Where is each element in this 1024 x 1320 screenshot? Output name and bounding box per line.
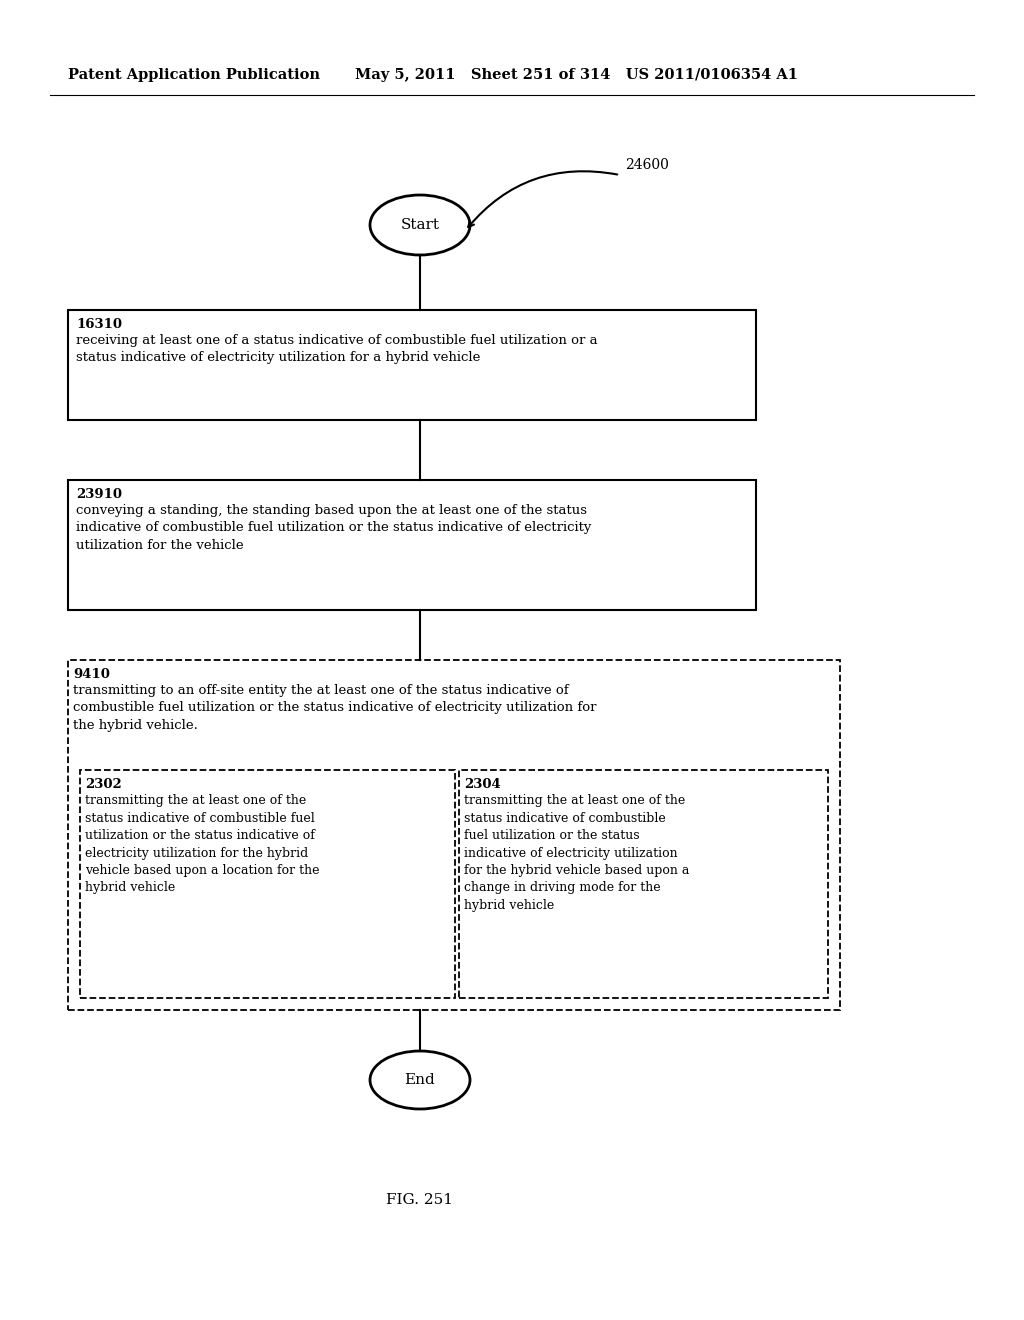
Bar xyxy=(80,770,455,998)
Text: Start: Start xyxy=(400,218,439,232)
Text: transmitting the at least one of the
status indicative of combustible fuel
utili: transmitting the at least one of the sta… xyxy=(85,795,319,895)
Text: 23910: 23910 xyxy=(76,488,122,502)
Text: 24600: 24600 xyxy=(625,158,669,172)
Bar xyxy=(459,770,828,998)
Text: receiving at least one of a status indicative of combustible fuel utilization or: receiving at least one of a status indic… xyxy=(76,334,598,364)
Text: 9410: 9410 xyxy=(73,668,110,681)
Text: End: End xyxy=(404,1073,435,1086)
Bar xyxy=(68,480,756,610)
Text: FIG. 251: FIG. 251 xyxy=(386,1193,454,1206)
Text: 2304: 2304 xyxy=(464,777,501,791)
Text: transmitting the at least one of the
status indicative of combustible
fuel utili: transmitting the at least one of the sta… xyxy=(464,795,689,912)
Text: 16310: 16310 xyxy=(76,318,122,331)
Text: May 5, 2011   Sheet 251 of 314   US 2011/0106354 A1: May 5, 2011 Sheet 251 of 314 US 2011/010… xyxy=(355,69,798,82)
Text: conveying a standing, the standing based upon the at least one of the status
ind: conveying a standing, the standing based… xyxy=(76,504,592,552)
Bar xyxy=(68,660,840,1010)
Text: 2302: 2302 xyxy=(85,777,122,791)
Text: transmitting to an off-site entity the at least one of the status indicative of
: transmitting to an off-site entity the a… xyxy=(73,684,597,733)
Text: Patent Application Publication: Patent Application Publication xyxy=(68,69,319,82)
Bar xyxy=(68,310,756,420)
